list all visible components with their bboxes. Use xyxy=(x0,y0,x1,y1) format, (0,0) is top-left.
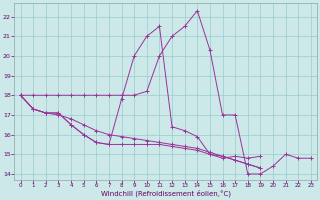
X-axis label: Windchill (Refroidissement éolien,°C): Windchill (Refroidissement éolien,°C) xyxy=(101,190,231,197)
